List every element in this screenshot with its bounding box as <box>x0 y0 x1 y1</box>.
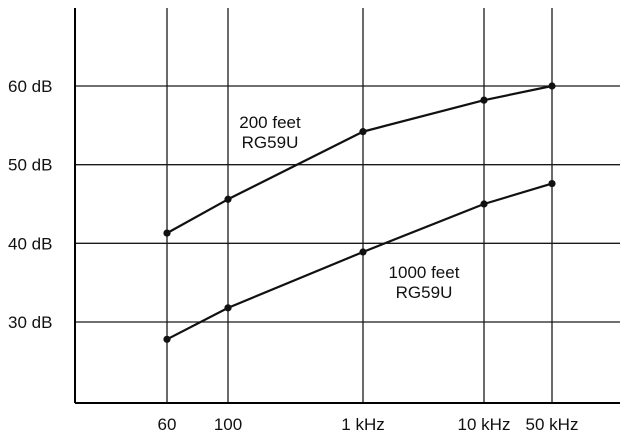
x-tick-label: 100 <box>214 415 242 434</box>
grid <box>75 8 620 403</box>
x-tick-label: 60 <box>158 415 177 434</box>
data-point <box>224 195 232 203</box>
series-line <box>166 182 553 341</box>
series-label: 200 feet <box>239 113 301 132</box>
x-tick-label: 1 kHz <box>341 415 384 434</box>
x-tick-label: 10 kHz <box>458 415 511 434</box>
series <box>163 82 556 343</box>
tick-labels: 30 dB 40 dB 50 dB 60 dB 60 100 1 kHz 10 kHz 50 k… <box>8 77 578 434</box>
series-line <box>166 84 553 235</box>
series-label: 1000 feet <box>389 263 460 282</box>
axes <box>74 8 620 404</box>
y-tick-label: 50 dB <box>8 156 52 175</box>
data-point <box>548 179 556 188</box>
data-point <box>224 304 232 312</box>
y-tick-label: 40 dB <box>8 234 52 253</box>
y-tick-label: 30 dB <box>8 313 52 332</box>
y-tick-label: 60 dB <box>8 77 52 96</box>
data-point <box>548 82 556 90</box>
data-point <box>359 128 367 136</box>
data-point <box>163 335 171 343</box>
data-point <box>480 96 488 104</box>
data-point <box>163 229 171 237</box>
data-point <box>359 248 367 256</box>
data-point <box>480 200 488 208</box>
x-tick-label: 50 kHz <box>526 415 579 434</box>
series-label: RG59U <box>396 283 453 302</box>
series-label: RG59U <box>242 133 299 152</box>
